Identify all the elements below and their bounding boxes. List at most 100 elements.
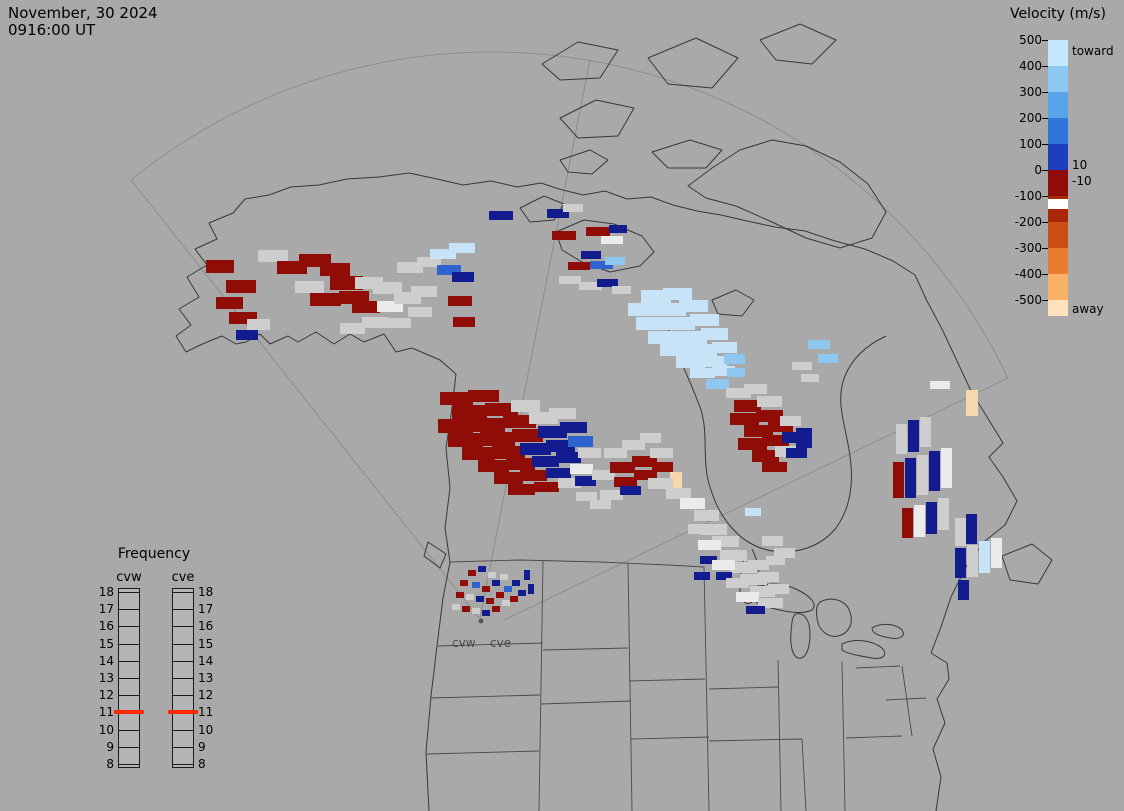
freq-scale-number-left: 18: [98, 585, 114, 599]
echo-cell: [408, 307, 432, 317]
freq-tick-line: [118, 746, 140, 748]
echo-cell: [768, 584, 789, 594]
echo-cell: [740, 574, 767, 585]
echo-cell: [482, 610, 490, 616]
border-line: [628, 678, 706, 682]
echo-cell: [792, 362, 812, 370]
freq-scale-number-right: 18: [198, 585, 214, 599]
island-vancouver: [423, 541, 447, 569]
echo-cell: [991, 538, 1002, 568]
echo-cell: [226, 280, 256, 293]
border-line: [708, 738, 803, 742]
echo-cell: [480, 432, 515, 446]
border-line: [540, 700, 632, 705]
echo-cell: [690, 314, 719, 326]
echo-cell: [511, 400, 540, 412]
echo-cell: [556, 452, 581, 463]
velocity-colorbar: [1048, 40, 1068, 316]
echo-cell: [295, 281, 324, 293]
freq-tick-line: [118, 729, 140, 731]
radar-label-cve: cve: [490, 636, 511, 650]
radar-site-marker: [478, 618, 484, 624]
velocity-tick-mark: [1042, 118, 1048, 119]
date-text: November, 30 2024: [8, 4, 158, 22]
echo-cell: [926, 502, 937, 534]
echo-cell: [786, 448, 807, 458]
echo-cell: [929, 451, 940, 491]
freq-scale-number-right: 14: [198, 653, 214, 668]
echo-cell: [917, 455, 928, 495]
echo-cell: [560, 422, 587, 433]
timestamp: November, 30 2024 0916:00 UT: [8, 4, 158, 40]
echo-cell: [468, 390, 499, 402]
echo-cell: [547, 209, 569, 218]
echo-cell: [698, 540, 721, 550]
echo-cell: [958, 580, 969, 600]
border-line: [630, 736, 710, 740]
border-us-canada: [449, 559, 705, 568]
echo-cell: [506, 458, 535, 470]
echo-cell: [762, 462, 787, 472]
island-axel: [647, 37, 739, 89]
echo-cell: [482, 586, 490, 592]
radar-label-cvw: cvw: [452, 636, 476, 650]
lake-michigan: [790, 613, 811, 659]
frequency-legend-title: Frequency: [117, 546, 191, 562]
echo-cell: [734, 400, 761, 412]
echo-cell: [504, 586, 512, 592]
echo-cell: [496, 592, 504, 598]
velocity-tick-mark: [1042, 248, 1048, 249]
echo-cell: [905, 458, 916, 498]
echo-cell: [578, 448, 601, 458]
echo-cell: [914, 505, 925, 537]
echo-cell: [397, 262, 423, 273]
freq-scale-number-left: 16: [98, 619, 114, 634]
echo-cell: [694, 572, 710, 580]
velocity-zero-band: [1048, 199, 1068, 209]
echo-cell: [756, 410, 783, 422]
freq-scale-number-left: 11: [98, 705, 114, 720]
echo-cell: [512, 580, 520, 586]
velocity-tick-mark: [1042, 274, 1048, 275]
echo-cell: [576, 492, 597, 501]
echo-cell: [452, 272, 474, 282]
frequency-legend: Frequency cvw cve 18 18 17 17 16 16 15 15 14 14 13…: [84, 546, 230, 782]
echo-cell: [688, 344, 717, 356]
freq-tick-line: [172, 764, 194, 765]
echo-cell: [610, 462, 635, 473]
fan-left-edge: [130, 179, 480, 619]
echo-cell: [310, 293, 341, 306]
echo-cell: [206, 260, 234, 273]
echo-cell: [967, 545, 978, 577]
border-line: [703, 566, 710, 811]
freq-tick-line: [172, 626, 194, 628]
velocity-tick-mark: [1042, 300, 1048, 301]
echo-cell: [955, 548, 966, 578]
echo-cell: [663, 288, 692, 300]
echo-cell: [449, 243, 475, 253]
echo-cell: [352, 301, 380, 313]
freq-tick-line: [118, 643, 140, 645]
lake-erie: [841, 640, 886, 659]
echo-cell: [750, 586, 775, 597]
echo-cell: [512, 429, 543, 442]
echo-cell: [609, 225, 627, 233]
echo-cell: [808, 340, 830, 349]
freq-scale-number-right: 11: [198, 705, 214, 720]
echo-cell: [966, 514, 977, 544]
toward-label: toward: [1072, 44, 1114, 58]
echo-cell: [448, 296, 472, 306]
echo-cell: [579, 282, 602, 290]
echo-cell: [706, 379, 729, 389]
echo-cell: [712, 536, 739, 547]
echo-cell: [736, 592, 759, 602]
echo-cell: [520, 470, 547, 481]
echo-cell: [568, 262, 590, 270]
freq-scale-number-right: 16: [198, 619, 214, 634]
freq-tick-line: [118, 592, 140, 593]
echo-cell: [660, 344, 691, 356]
echo-cell: [768, 421, 793, 432]
echo-cell: [590, 500, 611, 509]
freq-tick-line: [172, 746, 194, 748]
echo-cell: [452, 405, 487, 419]
